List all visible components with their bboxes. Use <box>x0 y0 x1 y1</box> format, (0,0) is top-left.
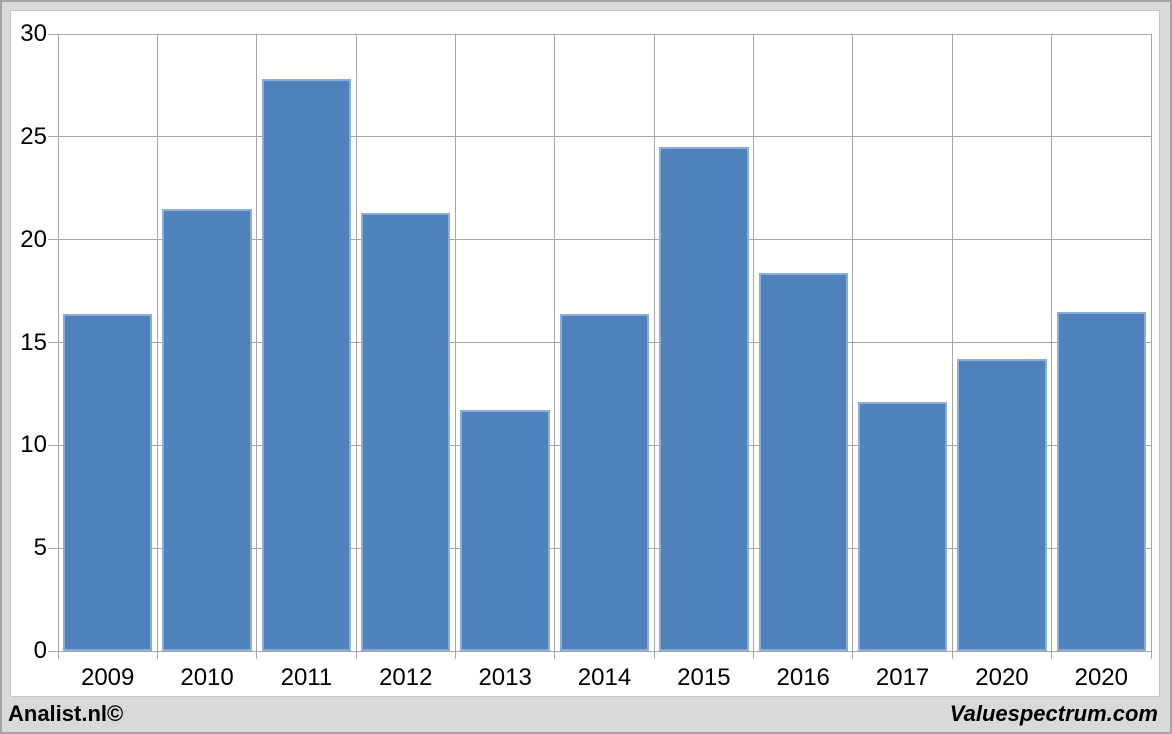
gridline-h-30 <box>58 33 1151 35</box>
y-tick-label-5: 5 <box>33 534 47 562</box>
x-tick-label-2012-3: 2012 <box>379 664 433 691</box>
bar-2016-7 <box>758 272 848 651</box>
gridline-v-0 <box>57 34 59 651</box>
x-tick-mark-5 <box>554 651 556 659</box>
footer-bar: Analist.nl© Valuespectrum.com <box>2 697 1170 732</box>
gridline-h-0 <box>58 650 1151 652</box>
x-tick-label-2013-4: 2013 <box>478 664 532 691</box>
bar-2020-10 <box>1056 311 1147 651</box>
x-tick-label-2020-9: 2020 <box>975 664 1029 691</box>
y-tick-label-10: 10 <box>20 431 47 459</box>
valuespectrum-credit: Valuespectrum.com <box>949 700 1158 726</box>
y-tick-label-15: 15 <box>20 328 47 356</box>
y-tick-mark-25 <box>48 136 58 138</box>
chart-canvas: 0 5 10 15 20 25 30 2009 2010 2011 2012 2013 2014 2015… <box>10 10 1160 697</box>
gridline-v-11 <box>1150 34 1152 651</box>
gridline-v-10 <box>1051 34 1053 651</box>
x-tick-mark-0 <box>57 651 59 659</box>
x-tick-mark-11 <box>1150 651 1152 659</box>
y-tick-mark-10 <box>48 444 58 446</box>
gridline-v-7 <box>753 34 755 651</box>
gridline-h-25 <box>58 136 1151 138</box>
x-tick-mark-3 <box>355 651 357 659</box>
x-tick-mark-1 <box>156 651 158 659</box>
x-tick-mark-6 <box>653 651 655 659</box>
x-tick-label-2009-0: 2009 <box>80 664 135 691</box>
plot-area <box>57 33 1152 652</box>
y-tick-mark-0 <box>48 650 58 652</box>
x-tick-mark-2 <box>256 651 258 659</box>
x-tick-label-2016-7: 2016 <box>776 664 830 691</box>
bar-2013-4 <box>460 410 550 651</box>
gridline-v-4 <box>454 34 456 651</box>
y-tick-label-25: 25 <box>20 122 47 150</box>
x-tick-label-2014-5: 2014 <box>577 664 632 691</box>
gridline-v-5 <box>554 34 556 651</box>
y-tick-mark-20 <box>48 239 58 241</box>
bar-2009-0 <box>62 313 153 651</box>
bar-2012-3 <box>361 212 451 651</box>
x-tick-mark-9 <box>951 651 953 659</box>
y-tick-mark-30 <box>48 33 58 35</box>
x-tick-mark-4 <box>454 651 456 659</box>
gridline-v-8 <box>852 34 854 651</box>
gridline-v-6 <box>653 34 655 651</box>
y-tick-label-30: 30 <box>20 20 47 47</box>
bar-2010-1 <box>162 208 252 651</box>
x-tick-label-2010-1: 2010 <box>180 664 234 691</box>
x-tick-label-2020-10: 2020 <box>1074 664 1128 691</box>
y-tick-mark-15 <box>48 342 58 343</box>
analist-credit: Analist.nl© <box>8 700 124 726</box>
gridline-h-20 <box>58 239 1151 241</box>
bar-2017-8 <box>857 402 948 651</box>
y-tick-mark-5 <box>48 547 58 549</box>
x-tick-mark-10 <box>1051 651 1053 659</box>
y-tick-label-20: 20 <box>20 225 47 253</box>
x-tick-mark-7 <box>753 651 755 659</box>
bar-2014-5 <box>559 313 650 651</box>
y-tick-label-0: 0 <box>33 637 47 664</box>
x-tick-label-2015-6: 2015 <box>677 664 731 691</box>
bar-2011-2 <box>261 79 352 651</box>
x-tick-label-2011-2: 2011 <box>280 664 333 691</box>
x-tick-mark-8 <box>852 651 854 659</box>
gridline-v-2 <box>256 34 258 651</box>
bar-2020-9 <box>957 358 1047 651</box>
bar-2015-6 <box>659 147 749 651</box>
gridline-v-9 <box>951 34 953 651</box>
gridline-v-3 <box>355 34 357 651</box>
gridline-v-1 <box>156 34 158 651</box>
x-tick-label-2017-8: 2017 <box>875 664 930 691</box>
